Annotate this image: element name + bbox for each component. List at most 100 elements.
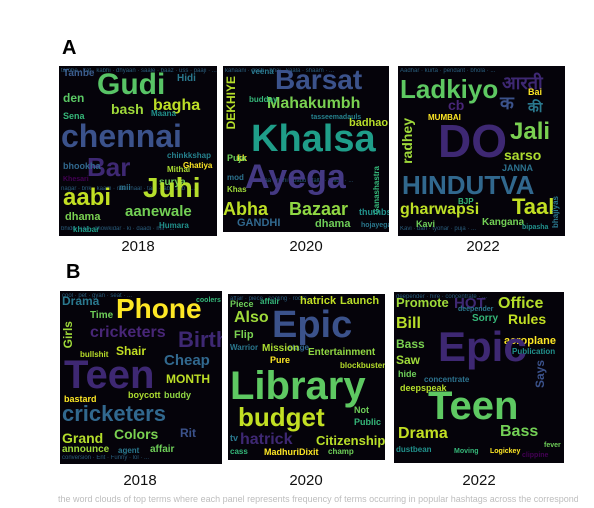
word: JANNA: [502, 163, 534, 173]
word: dustbean: [396, 445, 432, 454]
word: Gudi: [97, 68, 166, 101]
word: radhey: [399, 118, 415, 164]
word: DEKHIYE: [224, 76, 238, 130]
word-cloud-b-2020: affair · piece · cooling · rocks · ... a…: [228, 294, 385, 460]
word: Mission: [262, 343, 300, 354]
word: Puja: [227, 153, 247, 163]
word: Office: [498, 295, 544, 312]
word: Jali: [510, 118, 551, 145]
word: hide: [398, 369, 417, 379]
word: Ladkiyo: [400, 74, 499, 104]
word: hatrick: [240, 431, 293, 448]
word: BJP: [458, 197, 474, 206]
word: Bill: [396, 315, 421, 332]
word: Colors: [114, 426, 159, 442]
word: khabar: [73, 225, 100, 234]
word: Citizenship: [316, 433, 385, 448]
word: Tambe: [63, 68, 95, 79]
year-caption-a-2018: 2018: [121, 238, 155, 255]
word: concentrate: [424, 375, 470, 384]
word: Bass: [396, 337, 425, 351]
word: cricketers: [62, 401, 166, 426]
word: sarso: [504, 147, 542, 163]
word: Publication: [512, 347, 556, 356]
word: Birthday: [178, 327, 222, 352]
word: Sena: [63, 111, 85, 121]
word: आरती: [502, 73, 543, 93]
word: Entertainment: [308, 347, 376, 358]
word: क: [500, 93, 514, 113]
word: dhama: [65, 211, 101, 223]
word: Girls: [61, 321, 75, 349]
word: Khas: [227, 185, 247, 194]
word: hatrick: [300, 295, 337, 307]
word: Drama: [398, 425, 448, 442]
word: Khesari: [63, 176, 89, 183]
word: Khalsa: [251, 118, 376, 160]
word-cloud-a-2020: kahaani · dosti · bhai · kaala · shaam ·…: [223, 66, 389, 232]
word: badhao: [349, 117, 389, 129]
year-caption-b-2022: 2022: [462, 472, 496, 489]
word: den: [63, 91, 85, 105]
year-caption-b-2020: 2020: [289, 472, 323, 489]
word: Epic: [272, 304, 353, 346]
word: Kavi: [416, 219, 436, 229]
word: GANDHI: [237, 217, 281, 229]
word: bastard: [64, 394, 97, 404]
panel-label-b: B: [66, 261, 81, 283]
word: MONTH: [166, 372, 210, 386]
word: buddy: [164, 390, 191, 400]
word: Bazaar: [289, 199, 349, 219]
word: agent: [118, 446, 140, 455]
word: deepender: [458, 306, 494, 313]
word: kk: [237, 153, 248, 163]
word: gharwapsi: [400, 201, 480, 218]
word: coolers: [196, 297, 221, 304]
word: surya: [159, 177, 186, 188]
word: Mahakumbh: [267, 95, 361, 112]
word: Epic: [438, 323, 527, 370]
word: MadhuriDixit: [264, 447, 319, 457]
word: Juhi: [143, 172, 201, 203]
word-cloud-b-2018: cool · pet · gyan · seat · ... conversio…: [60, 291, 222, 464]
word-cloud-b-2022: deepender · hire · concentrate · ... Pro…: [394, 292, 564, 463]
word: Kangana: [482, 217, 525, 228]
word: DO: [438, 115, 507, 167]
word: boycott: [128, 390, 161, 400]
word: Ayega: [245, 158, 346, 196]
word: champ: [328, 447, 354, 456]
word: Teen: [428, 384, 519, 428]
word: Drama: [62, 294, 100, 308]
word: Moving: [454, 448, 479, 455]
word: MUMBAI: [428, 113, 461, 122]
year-caption-a-2020: 2020: [289, 238, 323, 255]
word: HINDUTVA: [402, 170, 535, 200]
word: cb: [448, 97, 465, 113]
word: Mithai: [167, 165, 191, 174]
word: aabi: [63, 184, 112, 211]
word: Abha: [223, 199, 268, 219]
word-cloud-a-2018: tambe · kat · kabhi · dhyaan · saale · b…: [59, 66, 217, 236]
word: Launch: [340, 295, 380, 307]
word-cloud-a-2022: Aadhar · kurta · pendant · bhola · ... K…: [398, 66, 565, 236]
word: Teen: [64, 353, 155, 397]
word: budday: [249, 95, 278, 104]
word: Time: [90, 310, 114, 321]
word: bipasha: [522, 224, 549, 231]
word: Piece: [230, 299, 254, 309]
word: thumbs: [359, 207, 389, 217]
word: mod: [227, 173, 244, 182]
word: bhajiyas: [551, 196, 560, 229]
word: cass: [230, 447, 248, 456]
word: Shair: [116, 344, 147, 358]
year-caption-a-2022: 2022: [466, 238, 500, 255]
word: की: [528, 99, 543, 115]
word: cricketers: [90, 324, 166, 341]
word: Library: [230, 364, 366, 408]
footer-text: the word clouds of top terms where each …: [58, 494, 578, 504]
word: deepspeak: [400, 383, 447, 393]
word: dhama: [315, 218, 351, 230]
word: Saw: [396, 353, 421, 367]
word: Barsat: [275, 66, 363, 95]
word: Says: [533, 360, 547, 389]
